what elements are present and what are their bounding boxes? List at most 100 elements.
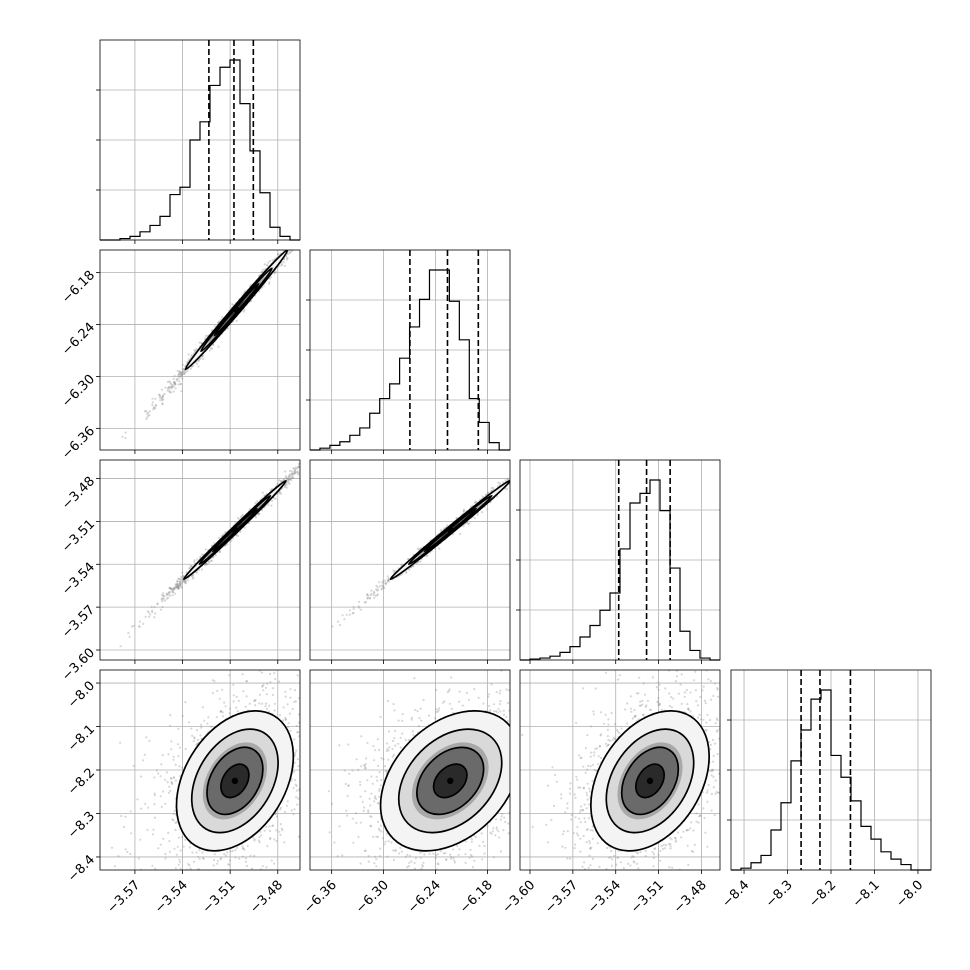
sample-point	[148, 410, 151, 413]
sample-point	[344, 782, 347, 786]
sample-point	[265, 263, 268, 267]
density-peak	[233, 306, 240, 313]
sample-point	[298, 735, 300, 738]
sample-point	[293, 469, 296, 472]
sample-point	[210, 559, 213, 563]
sample-point	[197, 855, 200, 858]
sample-point	[159, 775, 162, 778]
sample-point	[155, 769, 158, 772]
sample-point	[286, 478, 289, 481]
sample-point	[179, 583, 182, 586]
sample-point	[289, 473, 292, 476]
sample-point	[261, 702, 264, 705]
sample-point	[289, 729, 292, 732]
sample-point	[279, 491, 282, 494]
sample-point	[246, 844, 249, 848]
sample-point	[293, 467, 296, 470]
sample-point	[293, 472, 296, 475]
sample-point	[110, 846, 114, 849]
sample-point	[231, 849, 234, 853]
sample-point	[189, 564, 192, 567]
sample-point	[186, 370, 189, 373]
sample-point	[235, 695, 238, 698]
pair-panel-0-1	[96, 249, 301, 454]
sample-point	[268, 825, 271, 828]
sample-point	[391, 739, 395, 743]
sample-point	[294, 466, 297, 469]
sample-point	[473, 501, 476, 504]
sample-point	[198, 341, 201, 344]
sample-point	[160, 763, 163, 766]
sample-point	[372, 745, 375, 748]
sample-point	[171, 594, 174, 597]
sample-point	[273, 838, 276, 841]
sample-point	[200, 726, 203, 729]
sample-point	[164, 778, 167, 781]
sample-point	[153, 792, 156, 795]
sample-point	[146, 610, 149, 613]
sample-point	[298, 721, 300, 724]
sample-point	[253, 854, 256, 858]
sample-point	[173, 380, 176, 383]
sample-point	[506, 478, 509, 481]
sample-point	[228, 707, 232, 710]
sample-point	[196, 868, 199, 870]
sample-point	[184, 838, 187, 841]
sample-point	[292, 786, 295, 790]
sample-point	[174, 387, 177, 390]
sample-point	[179, 849, 182, 852]
sample-point	[210, 559, 213, 562]
sample-point	[184, 371, 187, 374]
sample-point	[280, 264, 284, 267]
sample-point	[264, 686, 268, 689]
sample-point	[291, 472, 294, 475]
sample-point	[279, 833, 282, 837]
panel-body	[100, 460, 300, 660]
sample-point	[212, 556, 215, 559]
sample-point	[224, 705, 227, 708]
sample-point	[221, 316, 224, 319]
sample-point	[164, 386, 167, 389]
sample-point	[378, 829, 381, 832]
sample-point	[203, 719, 206, 722]
sample-point	[257, 839, 260, 842]
sample-point	[154, 404, 157, 407]
sample-point	[168, 840, 171, 843]
sample-point	[206, 563, 209, 566]
sample-point	[140, 775, 143, 778]
sample-point	[271, 693, 274, 697]
sample-point	[352, 605, 355, 608]
sample-point	[271, 824, 275, 827]
sample-point	[232, 700, 235, 703]
sample-point	[381, 584, 384, 587]
sample-point	[277, 253, 280, 256]
sample-point	[288, 474, 291, 477]
sample-point	[286, 477, 289, 480]
sample-point	[386, 575, 389, 578]
sample-point	[286, 483, 289, 486]
sample-point	[253, 699, 256, 703]
sample-point	[153, 816, 156, 819]
sample-point	[180, 585, 183, 588]
sample-point	[248, 702, 251, 705]
sample-point	[173, 381, 176, 384]
sample-point	[368, 596, 371, 600]
sample-point	[180, 586, 183, 589]
sample-point	[176, 379, 179, 382]
sample-point	[178, 375, 181, 378]
sample-point	[172, 591, 175, 594]
sample-point	[476, 513, 479, 517]
sample-point	[159, 795, 162, 798]
sample-point	[504, 479, 507, 482]
sample-point	[184, 579, 187, 583]
sample-point	[282, 261, 285, 264]
sample-point	[176, 583, 180, 586]
sample-point	[168, 850, 171, 853]
sample-point	[339, 624, 342, 627]
sample-point	[176, 585, 180, 588]
sample-point	[271, 499, 274, 502]
sample-point	[279, 479, 282, 482]
sample-point	[387, 730, 391, 733]
sample-point	[179, 371, 182, 374]
sample-point	[154, 612, 157, 615]
